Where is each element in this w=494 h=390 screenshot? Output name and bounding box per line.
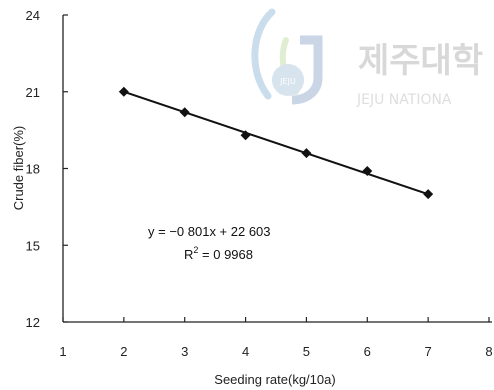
y-tick-label: 12 [26, 315, 40, 330]
x-axis-ticks: 1 2 3 4 5 6 7 8 [59, 317, 493, 359]
y-tick-label: 18 [26, 162, 40, 177]
x-tick-label: 2 [120, 344, 127, 359]
y-tick-label: 21 [26, 85, 40, 100]
watermark-emblem-text: JEJU [279, 77, 296, 86]
x-tick-label: 1 [59, 344, 66, 359]
data-point [301, 148, 312, 159]
data-point [362, 166, 373, 177]
y-tick-label: 15 [26, 238, 40, 253]
watermark-korean-text: 제주대학 [358, 41, 483, 81]
x-tick-label: 5 [303, 344, 310, 359]
r-squared-symbol: R [184, 247, 193, 262]
watermark-latin-text: JEJU NATIONA [356, 92, 452, 108]
r-squared-superscript: 2 [193, 245, 198, 255]
y-tick-label: 24 [26, 8, 40, 23]
data-point [118, 86, 129, 97]
x-axis-title: Seeding rate(kg/10a) [214, 372, 335, 387]
y-axis-title: Crude fiber(%) [11, 126, 26, 211]
x-tick-label: 7 [425, 344, 432, 359]
r-squared-value: = 0 9968 [198, 247, 253, 262]
y-axis-ticks: 12 15 18 21 24 [26, 8, 68, 330]
x-tick-label: 8 [485, 344, 492, 359]
data-point [240, 130, 251, 141]
data-point [423, 189, 434, 200]
watermark: JEJU 제주대학 JEJU NATIONA [251, 8, 483, 108]
data-point [179, 107, 190, 118]
x-tick-label: 6 [364, 344, 371, 359]
x-tick-label: 4 [242, 344, 249, 359]
trend-line [123, 90, 429, 196]
regression-equation: y = −0 801x + 22 603 [148, 224, 271, 239]
university-emblem-icon: JEJU [251, 8, 323, 105]
x-tick-label: 3 [181, 344, 188, 359]
data-markers [118, 86, 434, 200]
r-squared-label: R2 = 0 9968 [184, 245, 253, 262]
